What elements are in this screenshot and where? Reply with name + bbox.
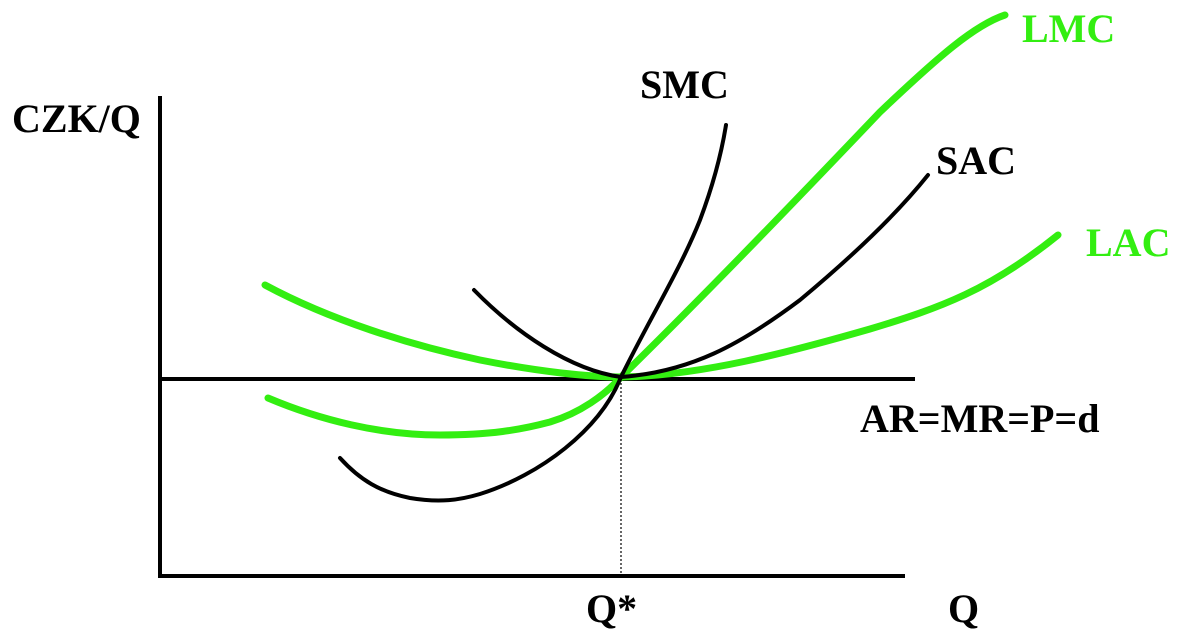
lmc-curve (264, 11, 1009, 439)
smc-curve (338, 123, 728, 503)
lmc-label: LMC (1022, 6, 1115, 51)
lac-label: LAC (1086, 220, 1170, 265)
demand-label: AR=MR=P=d (860, 396, 1099, 441)
y-axis-label: CZK/Q (12, 96, 141, 141)
q-star-label: Q* (586, 586, 637, 631)
x-axis-label: Q (948, 586, 979, 631)
smc-label: SMC (640, 62, 729, 107)
sac-curve (472, 173, 930, 379)
sac-label: SAC (936, 138, 1016, 183)
lac-curve (261, 231, 1062, 381)
